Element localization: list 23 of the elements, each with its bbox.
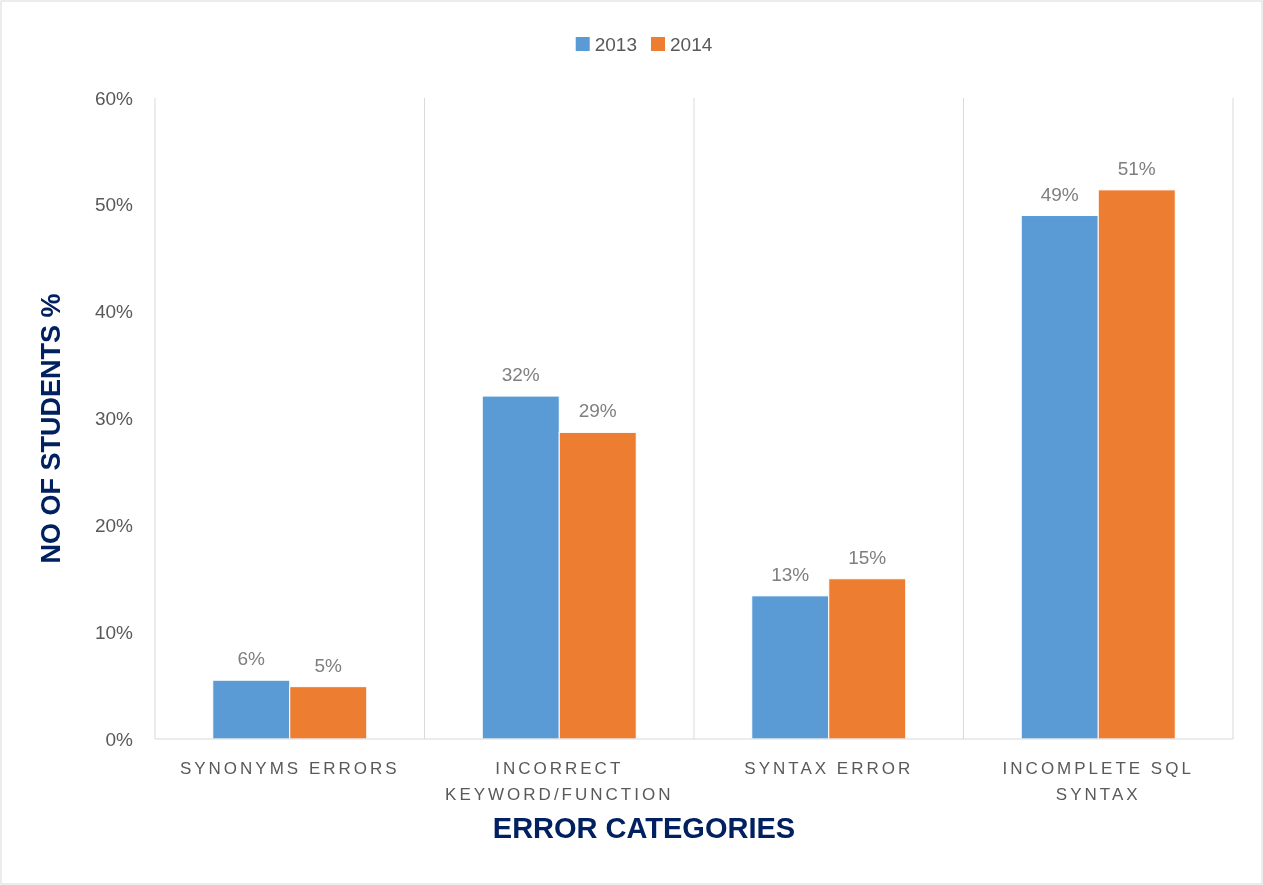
data-label: 13% [771,563,810,585]
data-label: 49% [1040,183,1079,205]
y-tick-label: 60% [94,87,134,109]
x-tick-label: INCORRECT KEYWORD/FUNCTION [445,759,674,804]
x-tick-label: SYNONYMS ERRORS [179,759,400,778]
y-tick-label: 0% [105,728,134,750]
data-label: 15% [848,546,887,568]
data-label: 32% [501,364,540,386]
data-label: 51% [1117,157,1156,179]
y-axis-title: NO OF STUDENTS % [36,293,66,564]
data-label: 6% [237,648,266,670]
y-tick-label: 40% [94,301,134,323]
x-tick-label: INCOMPLETE SQL SYNTAX [1002,759,1194,804]
y-tick-label: 30% [94,408,134,430]
x-tick-label: SYNTAX ERROR [744,759,914,778]
legend-label: 2014 [670,34,713,55]
y-tick-label: 20% [94,514,134,536]
data-label: 29% [578,400,617,422]
legend-label: 2013 [594,34,637,55]
y-tick-label: 50% [94,194,134,216]
y-tick-label: 10% [94,621,134,643]
x-axis-title: ERROR CATEGORIES [492,812,796,844]
data-label: 5% [314,654,343,676]
